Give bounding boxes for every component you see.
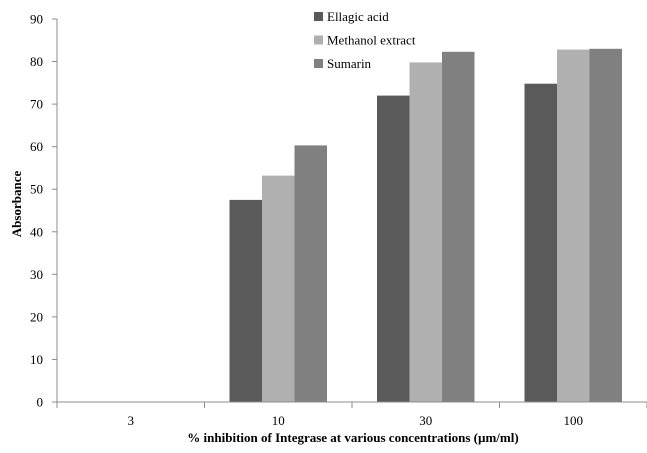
legend-swatch [314, 35, 323, 45]
bar [442, 51, 475, 403]
x-tick-label: 30 [419, 413, 432, 428]
x-axis-title: % inhibition of Integrase at various con… [187, 430, 518, 445]
y-tick-label: 60 [30, 139, 43, 154]
y-tick-label: 90 [30, 12, 43, 27]
y-tick-label: 0 [37, 395, 44, 410]
legend-swatch [314, 12, 323, 21]
x-tick-label: 100 [564, 413, 584, 428]
y-tick-label: 30 [30, 267, 43, 282]
legend-swatch [314, 59, 323, 68]
legend-label: Ellagic acid [327, 9, 389, 24]
plot-area [229, 48, 622, 403]
bar [377, 95, 410, 402]
x-tick-label: 10 [272, 413, 285, 428]
bar [557, 49, 590, 402]
y-tick-label: 40 [30, 224, 43, 239]
y-tick-label: 20 [30, 309, 43, 324]
y-tick-label: 50 [30, 182, 43, 197]
legend: Ellagic acid Methanol extract Sumarin [314, 9, 416, 71]
legend-label: Methanol extract [327, 33, 416, 48]
bar [589, 48, 622, 403]
bar [294, 145, 327, 402]
bar [229, 199, 262, 402]
bar [409, 62, 442, 403]
bar [262, 175, 295, 402]
axes: 0 10 20 30 40 50 60 70 80 90 3 10 30 100 [30, 12, 647, 428]
y-tick-label: 10 [30, 352, 43, 367]
y-tick-label: 80 [30, 54, 43, 69]
y-axis-title: Absorbance [9, 171, 24, 238]
x-tick-label: 3 [128, 413, 135, 428]
y-tick-label: 70 [30, 97, 43, 112]
legend-label: Sumarin [327, 56, 372, 71]
bar [524, 83, 557, 402]
